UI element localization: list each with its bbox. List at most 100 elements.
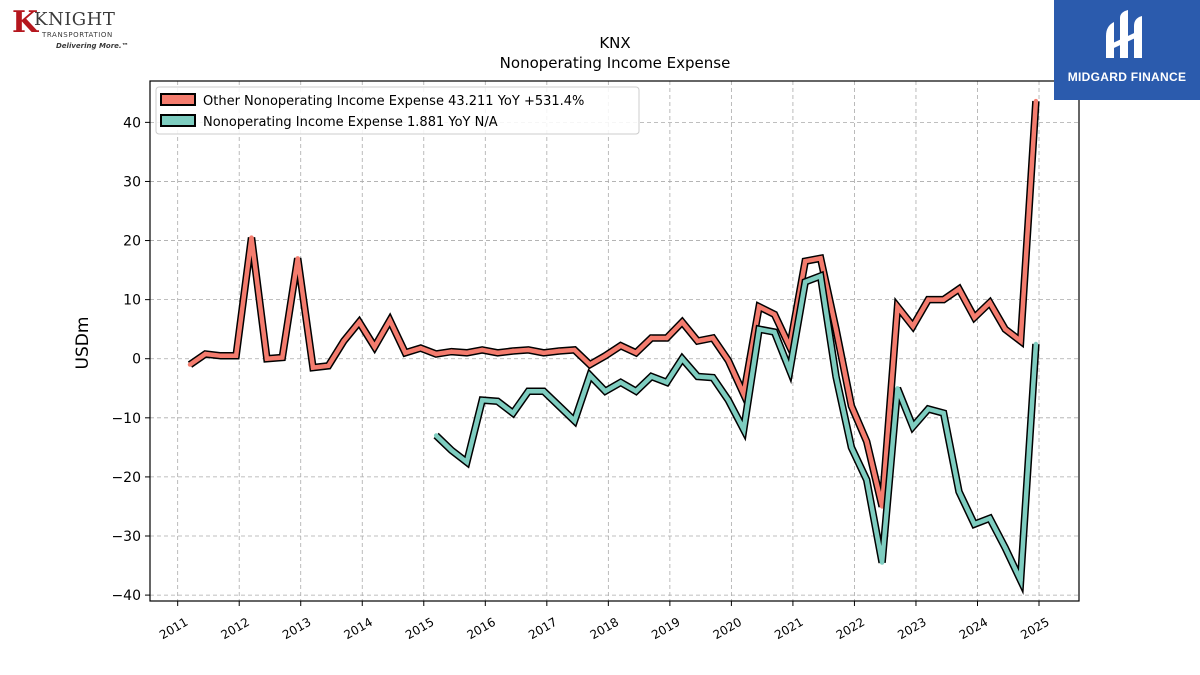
x-tick-label: 2014 bbox=[342, 615, 375, 642]
data-point bbox=[803, 279, 808, 285]
data-point bbox=[495, 350, 500, 355]
data-point bbox=[618, 343, 623, 348]
data-point bbox=[695, 338, 700, 344]
data-point bbox=[726, 358, 731, 363]
data-point bbox=[556, 403, 562, 409]
data-point bbox=[603, 389, 608, 394]
data-point bbox=[1018, 578, 1023, 583]
x-tick-label: 2019 bbox=[649, 615, 682, 642]
legend-entry: Nonoperating Income Expense 1.881 YoY N/… bbox=[203, 115, 498, 130]
data-point bbox=[941, 410, 946, 416]
data-point bbox=[741, 427, 746, 432]
data-point bbox=[756, 304, 762, 309]
legend-swatch bbox=[160, 93, 196, 106]
data-point bbox=[1003, 545, 1008, 550]
x-tick-label: 2013 bbox=[280, 615, 313, 642]
data-point bbox=[772, 312, 777, 317]
x-tick-label: 2023 bbox=[895, 615, 928, 642]
data-point bbox=[787, 368, 792, 373]
chart-subtitle: Nonoperating Income Expense bbox=[500, 54, 731, 72]
series-2 bbox=[433, 270, 1040, 595]
data-point bbox=[280, 355, 285, 360]
data-point bbox=[618, 380, 623, 385]
data-point bbox=[418, 345, 423, 351]
y-tick-label: −30 bbox=[111, 529, 141, 545]
data-point bbox=[803, 259, 808, 264]
x-tick-label: 2022 bbox=[834, 615, 867, 642]
data-point bbox=[833, 327, 839, 332]
x-tick-label: 2011 bbox=[157, 615, 190, 642]
data-point bbox=[464, 350, 469, 355]
y-tick-label: 0 bbox=[132, 352, 141, 368]
data-point bbox=[556, 348, 562, 354]
data-point bbox=[680, 356, 685, 361]
data-point bbox=[464, 459, 469, 465]
data-point bbox=[403, 350, 408, 355]
knight-transportation-logo: K KNIGHT TRANSPORTATION Delivering More.… bbox=[12, 8, 130, 54]
data-point bbox=[495, 399, 500, 404]
data-point bbox=[1033, 98, 1039, 104]
y-tick-label: 20 bbox=[123, 234, 141, 250]
data-point bbox=[1018, 338, 1023, 344]
x-tick-label: 2025 bbox=[1018, 615, 1051, 642]
data-point bbox=[864, 439, 869, 444]
data-point bbox=[710, 375, 716, 380]
data-point bbox=[387, 318, 393, 323]
x-tick-label: 2012 bbox=[218, 615, 251, 642]
data-point bbox=[849, 445, 854, 450]
data-point bbox=[218, 353, 223, 358]
data-point bbox=[895, 386, 900, 391]
data-point bbox=[664, 380, 669, 385]
data-point bbox=[695, 374, 700, 379]
data-point bbox=[956, 489, 962, 494]
chart-title: KNX bbox=[599, 34, 630, 52]
data-point bbox=[818, 273, 823, 279]
data-point bbox=[972, 522, 977, 527]
data-point bbox=[433, 351, 439, 357]
knight-logo-tagline: Delivering More.™ bbox=[56, 42, 129, 50]
y-tick-label: 30 bbox=[123, 174, 141, 190]
data-point bbox=[849, 403, 854, 409]
knight-logo-name: KNIGHT bbox=[34, 9, 116, 30]
legend-box bbox=[155, 86, 640, 135]
midgard-logo-name: MIDGARD FINANCE bbox=[1067, 70, 1187, 84]
series-outline bbox=[187, 100, 1040, 508]
plot-frame bbox=[149, 80, 1080, 602]
data-point bbox=[357, 319, 362, 325]
data-point bbox=[249, 235, 254, 240]
data-point bbox=[449, 349, 454, 354]
data-point bbox=[526, 389, 531, 394]
midgard-mark-icon bbox=[1106, 10, 1142, 58]
data-point bbox=[587, 373, 593, 378]
data-point bbox=[910, 324, 916, 329]
series-1 bbox=[187, 98, 1040, 509]
data-point bbox=[956, 286, 962, 292]
data-point bbox=[649, 374, 654, 379]
data-point bbox=[680, 319, 685, 325]
data-point bbox=[233, 353, 239, 358]
data-point bbox=[772, 329, 777, 335]
data-point bbox=[203, 351, 208, 357]
data-point bbox=[510, 348, 516, 354]
y-tick-label: −10 bbox=[111, 411, 141, 427]
data-point bbox=[633, 389, 639, 394]
y-axis-label: USDm bbox=[73, 317, 93, 370]
data-point bbox=[941, 297, 946, 302]
data-point bbox=[895, 304, 900, 309]
data-point bbox=[187, 362, 193, 367]
data-point bbox=[480, 347, 485, 353]
x-tick-label: 2016 bbox=[465, 615, 498, 642]
data-point bbox=[879, 560, 885, 565]
data-point bbox=[987, 516, 992, 521]
y-tick-label: −20 bbox=[111, 470, 141, 486]
data-point bbox=[433, 433, 439, 438]
x-tick-label: 2018 bbox=[588, 615, 621, 642]
data-point bbox=[926, 297, 931, 302]
grid-lines bbox=[150, 81, 1079, 601]
data-point bbox=[603, 353, 608, 358]
data-point bbox=[295, 256, 300, 261]
data-point bbox=[572, 418, 577, 423]
data-point bbox=[372, 344, 377, 350]
data-point bbox=[649, 335, 654, 341]
